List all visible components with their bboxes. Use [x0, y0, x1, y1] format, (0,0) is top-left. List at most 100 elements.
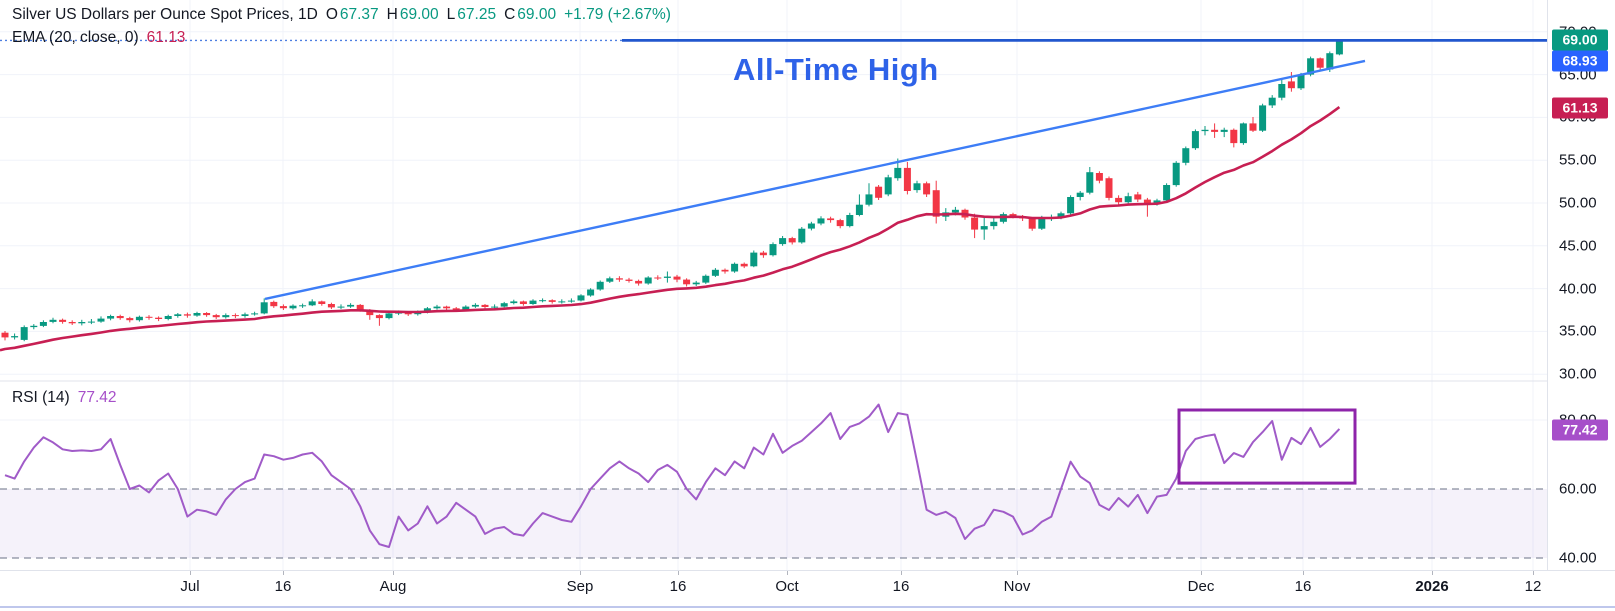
time-tick-mark	[1017, 571, 1018, 575]
candle	[318, 301, 326, 304]
rsi-tick-label: 40.00	[1559, 549, 1597, 567]
candle	[596, 281, 604, 290]
candle	[529, 300, 537, 304]
candle	[519, 301, 527, 304]
candle	[1009, 214, 1017, 217]
candle	[39, 322, 47, 326]
time-tick-mark	[580, 571, 581, 575]
candle	[375, 315, 383, 319]
candle	[846, 215, 854, 227]
candle	[692, 282, 700, 285]
candle	[327, 304, 335, 308]
candle	[1028, 218, 1036, 229]
candle	[1153, 200, 1161, 203]
ohlc-low: L 67.25	[446, 6, 497, 23]
candle	[1239, 123, 1247, 144]
candle	[59, 319, 67, 322]
candle	[577, 295, 585, 301]
ema-legend[interactable]: EMA (20, close, 0) 61.13	[12, 29, 185, 47]
rsi-band	[0, 489, 1547, 558]
candle	[11, 336, 19, 338]
change-value: +1.79 (+2.67%)	[564, 6, 671, 23]
candle	[97, 318, 105, 322]
symbol-legend[interactable]: Silver US Dollars per Ounce Spot Prices,…	[12, 6, 671, 24]
time-tick-mark	[1432, 571, 1433, 575]
candle	[279, 306, 287, 309]
rsi-label: RSI (14)	[12, 389, 70, 406]
candle	[1067, 197, 1075, 214]
candle	[721, 269, 729, 272]
candle	[500, 303, 508, 307]
time-axis[interactable]: Jul 16 Aug Sep 16 Oct 16 Nov Dec 16 2026 12	[0, 570, 1615, 611]
rsi-line	[4, 403, 1341, 548]
candle	[135, 316, 143, 321]
candle	[798, 228, 806, 243]
candle	[951, 209, 959, 213]
rsi-legend[interactable]: RSI (14) 77.42	[12, 389, 117, 407]
time-tick-mark	[1303, 571, 1304, 575]
candle	[1086, 172, 1094, 193]
candle	[903, 167, 911, 191]
candle	[289, 305, 297, 309]
candle	[1287, 81, 1295, 89]
candle	[875, 186, 883, 198]
ema-line	[0, 106, 1341, 352]
candle	[145, 316, 153, 318]
candle	[1124, 196, 1132, 203]
symbol-title: Silver US Dollars per Ounce Spot Prices,…	[12, 6, 318, 23]
time-tick-mark	[678, 571, 679, 575]
price-tick-label: 40.00	[1559, 280, 1597, 298]
candle	[1249, 123, 1257, 131]
candle	[1335, 40, 1343, 55]
time-tick-mark	[283, 571, 284, 575]
candle	[68, 322, 76, 324]
price-tick-label: 55.00	[1559, 151, 1597, 169]
candle	[433, 306, 441, 309]
candle	[644, 277, 652, 284]
ath-annotation[interactable]: All-Time High	[733, 52, 939, 87]
price-tick-label: 30.00	[1559, 365, 1597, 383]
candle	[1057, 213, 1065, 218]
candle	[1038, 217, 1046, 229]
candle	[1211, 129, 1219, 132]
candle	[491, 306, 499, 308]
time-tick-label: 16	[274, 578, 292, 595]
candle	[615, 278, 623, 280]
price-axis[interactable]: 70.0065.0060.0055.0050.0045.0040.0035.00…	[1547, 0, 1615, 570]
candle	[769, 244, 777, 256]
candle	[548, 300, 556, 302]
candle	[807, 223, 815, 229]
candle	[260, 302, 268, 314]
candle	[923, 183, 931, 195]
candle	[980, 226, 988, 230]
time-tick-mark	[393, 571, 394, 575]
candle	[865, 194, 873, 205]
candle	[366, 310, 374, 316]
bottom-edge-accent	[0, 606, 1615, 608]
candle	[155, 317, 163, 319]
candle	[625, 279, 633, 281]
candle	[1105, 178, 1113, 198]
candle	[87, 321, 95, 323]
candle	[1316, 58, 1324, 68]
candle	[251, 313, 259, 315]
candle	[1230, 129, 1238, 144]
chart-canvas[interactable]	[0, 0, 1547, 594]
candle	[183, 314, 191, 316]
price-tick-label: 35.00	[1559, 322, 1597, 340]
ema-label: EMA (20, close, 0)	[12, 29, 139, 46]
candle	[711, 269, 719, 276]
ohlc-open: O 67.37	[325, 6, 379, 23]
candle	[1134, 194, 1142, 200]
candle	[126, 318, 134, 321]
candle	[1115, 197, 1123, 203]
time-tick-label: 16	[669, 578, 687, 595]
candle	[347, 304, 355, 307]
price-tick-label: 50.00	[1559, 194, 1597, 212]
candle	[1268, 97, 1276, 106]
candle	[241, 314, 249, 316]
candle	[481, 304, 489, 307]
candle	[1297, 74, 1305, 89]
price-badge: 61.13	[1552, 97, 1608, 119]
candle	[1278, 84, 1286, 98]
